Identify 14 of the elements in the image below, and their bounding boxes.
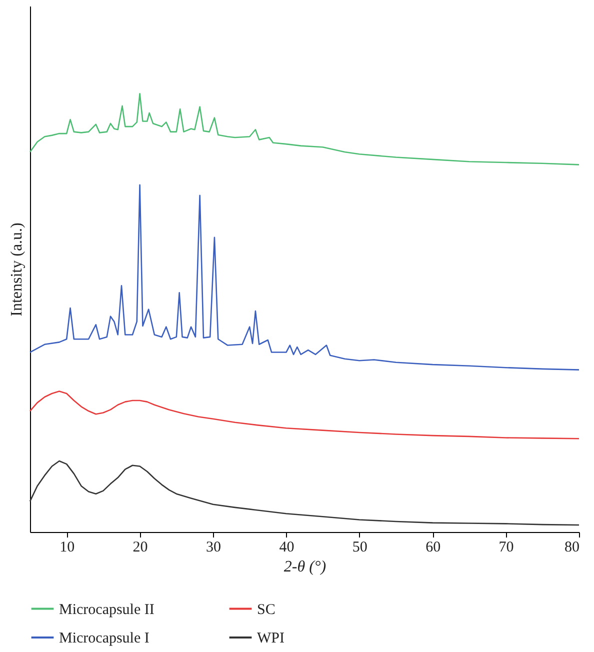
x-tick-label: 40 — [279, 540, 294, 556]
x-tick-label: 20 — [132, 540, 148, 556]
x-axis-title: 2-θ (°) — [284, 558, 326, 576]
y-axis-title: Intensity (a.u.) — [8, 222, 26, 316]
x-tick-label: 70 — [498, 540, 514, 556]
x-tick-label: 60 — [426, 540, 441, 556]
x-tick-label: 30 — [206, 540, 221, 556]
x-tick-label: 50 — [352, 540, 368, 556]
x-tick-label: 80 — [564, 540, 580, 556]
legend-label: Microcapsule I — [59, 630, 150, 646]
legend-label: Microcapsule II — [59, 602, 154, 618]
legend-label: SC — [257, 602, 276, 618]
x-tick-label: 10 — [60, 540, 75, 556]
legend-label: WPI — [257, 630, 284, 646]
